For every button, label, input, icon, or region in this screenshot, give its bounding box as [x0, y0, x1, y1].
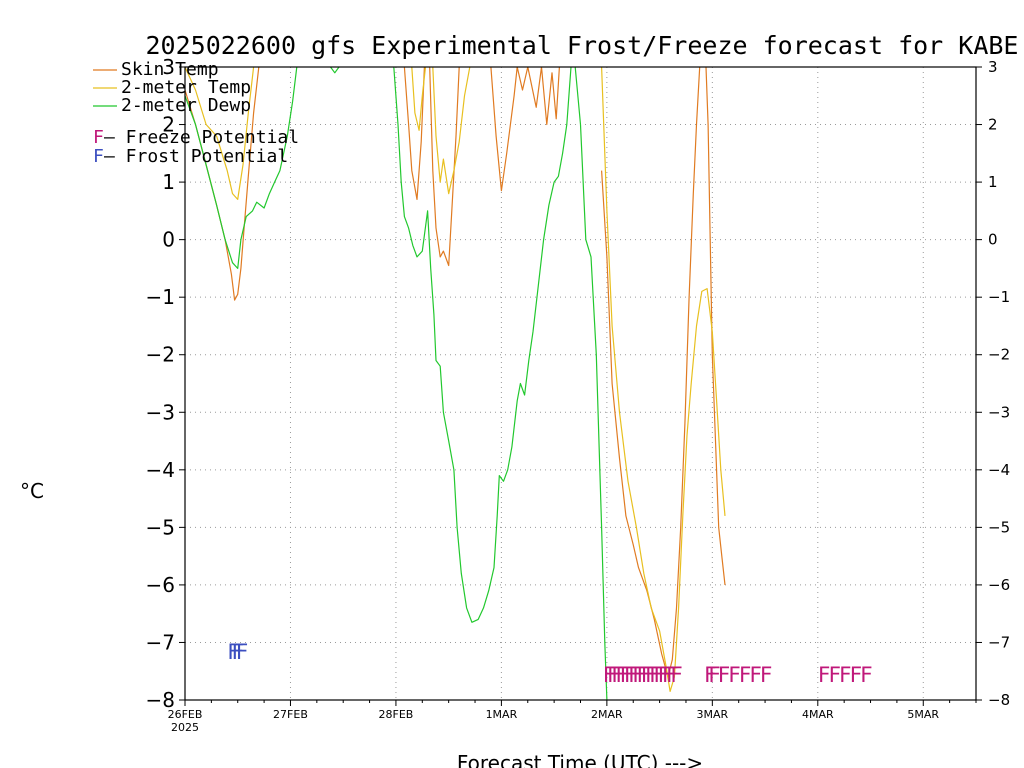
x-tick-label: 1MAR [486, 708, 518, 721]
series-line-2-meter-temp [432, 67, 471, 195]
legend-note: – Frost Potential [104, 146, 288, 167]
y-tick-label-left: −4 [146, 458, 175, 482]
y-tick-label-left: 2 [162, 113, 175, 137]
potential-marker: F [670, 663, 683, 687]
potential-marker: F [728, 663, 741, 687]
potential-marker: F [603, 663, 616, 687]
potential-marker: F [749, 663, 762, 687]
x-axis-label: Forecast Time (UTC) ---> [457, 751, 703, 768]
potential-marker: F [828, 663, 841, 687]
potential-marker: F [628, 663, 641, 687]
potential-marker: F [860, 663, 873, 687]
y-tick-label-right: 1 [988, 173, 998, 191]
y-axis-label: °C [20, 479, 44, 503]
potential-marker: F [632, 663, 645, 687]
potential-marker: F [620, 663, 633, 687]
potential-marker: F [624, 663, 637, 687]
series-line-2-meter-dewp [330, 67, 340, 74]
y-tick-label-right: −7 [988, 633, 1010, 651]
legend-label: 2-meter Dewp [121, 95, 251, 116]
y-tick-label-right: −5 [988, 518, 1010, 536]
potential-marker: F [653, 663, 666, 687]
x-tick-label: 4MAR [802, 708, 834, 721]
series-lines [185, 67, 726, 700]
y-tick-label-left: 1 [162, 170, 175, 194]
potential-marker: F [657, 663, 670, 687]
y-tick-label-right: −1 [988, 288, 1010, 306]
y-tick-label-left: −7 [146, 630, 175, 654]
potential-marker: F [227, 640, 240, 664]
potential-marker: F [849, 663, 862, 687]
series-line-skin-temp [403, 67, 425, 200]
y-tick-label-left: −3 [146, 400, 175, 424]
series-line-2-meter-temp [411, 67, 427, 131]
x-tick-label: 26FEB [168, 708, 203, 721]
x-tick-label: 27FEB [273, 708, 308, 721]
series-line-skin-temp [705, 67, 726, 585]
chart-title: 2025022600 gfs Experimental Frost/Freeze… [146, 31, 1019, 60]
x-tick-label: 3MAR [696, 708, 728, 721]
x-tick-label: 5MAR [907, 708, 939, 721]
potential-marker: F [611, 663, 624, 687]
potential-marker: F [760, 663, 773, 687]
potential-marker: F [666, 663, 679, 687]
potential-marker: F [641, 663, 654, 687]
axis-ticks: −8 −8 −7 −7 −6 −6 −5 −5 −4 −4 −3 −3 −2 −2 −1 −1 0 0 1 1 2 2 3 3… [146, 55, 1011, 734]
x-tick-label: 2MAR [591, 708, 623, 721]
potential-marker: F [615, 663, 628, 687]
y-tick-label-left: −5 [146, 515, 175, 539]
series-line-2-meter-dewp [574, 67, 608, 700]
series-line-skin-temp [429, 67, 460, 267]
potential-marker: F [645, 663, 658, 687]
legend-marker: F [93, 127, 104, 148]
x-tick-sublabel: 2025 [171, 721, 199, 734]
potential-marker: F [662, 663, 675, 687]
legend-marker: F [93, 146, 104, 167]
y-tick-label-right: 3 [988, 58, 998, 76]
y-tick-label-right: 2 [988, 116, 998, 134]
series-line-2-meter-dewp [185, 67, 298, 269]
plot-frame [184, 66, 977, 701]
y-tick-label-left: −2 [146, 343, 175, 367]
potential-marker: F [704, 663, 717, 687]
legend-label: Skin Temp [121, 59, 219, 80]
series-line-2-meter-temp [185, 67, 255, 200]
y-tick-label-left: 3 [162, 55, 175, 79]
x-tick-label: 28FEB [379, 708, 414, 721]
potential-marker: F [739, 663, 752, 687]
y-tick-label-right: −4 [988, 461, 1010, 479]
series-line-skin-temp [601, 67, 701, 678]
y-tick-label-right: −6 [988, 576, 1010, 594]
y-tick-label-left: −6 [146, 573, 175, 597]
potential-marker: F [818, 663, 831, 687]
y-tick-label-right: −8 [988, 691, 1010, 709]
potential-marker: F [718, 663, 731, 687]
potential-marker: F [839, 663, 852, 687]
series-line-2-meter-temp [601, 67, 726, 693]
y-tick-label-left: −8 [146, 688, 175, 712]
y-tick-label-left: −1 [146, 285, 175, 309]
potential-marker: F [236, 640, 249, 664]
series-line-2-meter-dewp [393, 67, 572, 623]
legend-note: – Freeze Potential [104, 127, 299, 148]
series-line-skin-temp [490, 67, 560, 192]
y-tick-label-right: −2 [988, 346, 1010, 364]
y-tick-label-left: 0 [162, 228, 175, 252]
potential-marker: F [607, 663, 620, 687]
legend-label: 2-meter Temp [121, 77, 251, 98]
y-tick-label-right: 0 [988, 231, 998, 249]
potential-marker: F [649, 663, 662, 687]
y-tick-label-right: −3 [988, 403, 1010, 421]
potential-marker: F [636, 663, 649, 687]
potential-marker: F [708, 663, 721, 687]
potential-marker: F [231, 640, 244, 664]
